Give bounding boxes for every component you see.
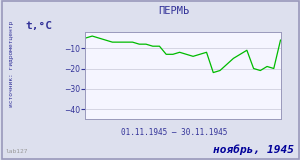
Text: ПЕРМЬ: ПЕРМЬ	[158, 6, 190, 16]
Text: источник: гидрометцентр: источник: гидрометцентр	[9, 21, 14, 107]
Text: t,°C: t,°C	[26, 21, 52, 31]
Text: 01.11.1945 – 30.11.1945: 01.11.1945 – 30.11.1945	[121, 128, 227, 137]
Text: ноябрь, 1945: ноябрь, 1945	[213, 145, 294, 155]
Text: lab127: lab127	[6, 149, 28, 154]
